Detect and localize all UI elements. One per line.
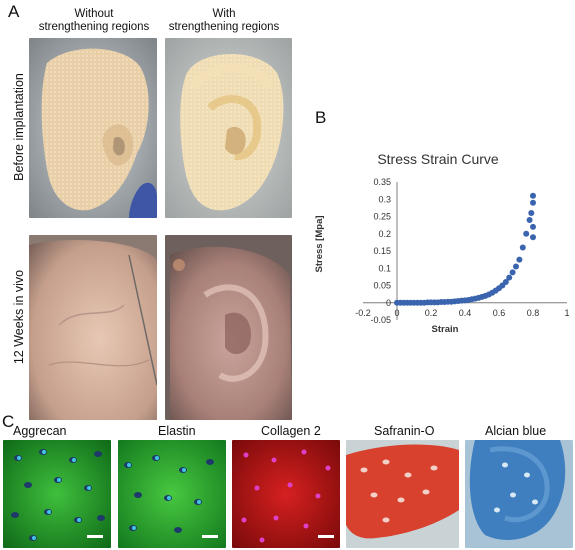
data-point [530, 192, 536, 199]
stain-label-elastin: Elastin [158, 424, 196, 438]
data-points [394, 192, 536, 306]
x-tick-label: 0.4 [459, 308, 472, 318]
data-point [530, 234, 536, 241]
y-tick-label: 0.25 [373, 212, 391, 222]
data-point [506, 274, 513, 281]
panel-b-letter: B [315, 108, 327, 127]
chart-title: Stress Strain Curve [377, 151, 499, 167]
panel-a-row-label-12-weeks: 12 Weeks in vivo [12, 269, 26, 365]
stain-label-alcian-blue: Alcian blue [485, 424, 547, 438]
histology-alcian-blue [465, 440, 573, 548]
panel-a-letter: A [8, 2, 20, 21]
y-tick-label: 0.05 [373, 281, 391, 291]
x-tick-label: 0.6 [493, 308, 506, 318]
photo-with-12-weeks-in-vivo [165, 235, 292, 420]
scale-bar-collagen-2 [318, 535, 334, 538]
y-axis-label: Stress [Mpa] [314, 215, 325, 272]
photo-without-12-weeks-in-vivo [29, 235, 157, 420]
x-tick-label: 1 [564, 308, 569, 318]
y-tick-label: 0.35 [373, 177, 391, 187]
panel-a-row-label-before: Before implantation [12, 73, 26, 181]
data-point [509, 269, 516, 276]
histology-aggrecan [3, 440, 111, 548]
data-point [519, 244, 526, 251]
y-tick-labels: -0.05 0 0.05 0.1 0.15 0.2 0.25 0.3 0.35 [370, 177, 391, 325]
data-point [523, 230, 530, 237]
photo-with-before-implantation [165, 38, 292, 218]
x-tick-label: 0 [394, 308, 399, 318]
data-point [530, 199, 536, 206]
x-tick-labels: -0.2 0 0.2 0.4 0.6 0.8 1 [355, 308, 569, 318]
data-point [526, 216, 533, 223]
stain-label-aggrecan: Aggrecan [13, 424, 67, 438]
scale-bar-aggrecan [87, 535, 103, 538]
x-tick-label: -0.2 [355, 308, 371, 318]
photo-without-before-implantation [29, 38, 157, 218]
y-tick-label: 0 [386, 298, 391, 308]
x-axis-label: Strain [432, 324, 459, 335]
scale-bar-elastin [202, 535, 218, 538]
panel-a-column-header-with: With strengthening regions [168, 8, 280, 33]
y-tick-label: 0.1 [378, 263, 391, 273]
data-point [513, 263, 519, 270]
stress-strain-chart: Stress Strain Curve -0.0500.050.10.150.2… [314, 151, 570, 335]
histology-elastin [118, 440, 226, 548]
x-tick-label: 0.8 [527, 308, 540, 318]
y-tick-label: 0.2 [378, 229, 391, 239]
x-tick-label: 0.2 [425, 308, 438, 318]
y-tick-label: 0.15 [373, 246, 391, 256]
y-tick-label: 0.3 [378, 194, 391, 204]
panel-c-letter: C [2, 412, 15, 431]
histology-collagen-2 [232, 440, 340, 548]
histology-safranin-o [346, 440, 459, 548]
data-point [528, 210, 535, 217]
panel-a-column-header-without: Without strengthening regions [38, 8, 150, 33]
data-point [530, 223, 536, 230]
stain-label-safranin-o: Safranin-O [374, 424, 435, 438]
stain-label-collagen-2: Collagen 2 [261, 424, 321, 438]
y-tick-label: -0.05 [370, 315, 391, 325]
data-point [502, 279, 509, 286]
data-point [516, 256, 523, 263]
